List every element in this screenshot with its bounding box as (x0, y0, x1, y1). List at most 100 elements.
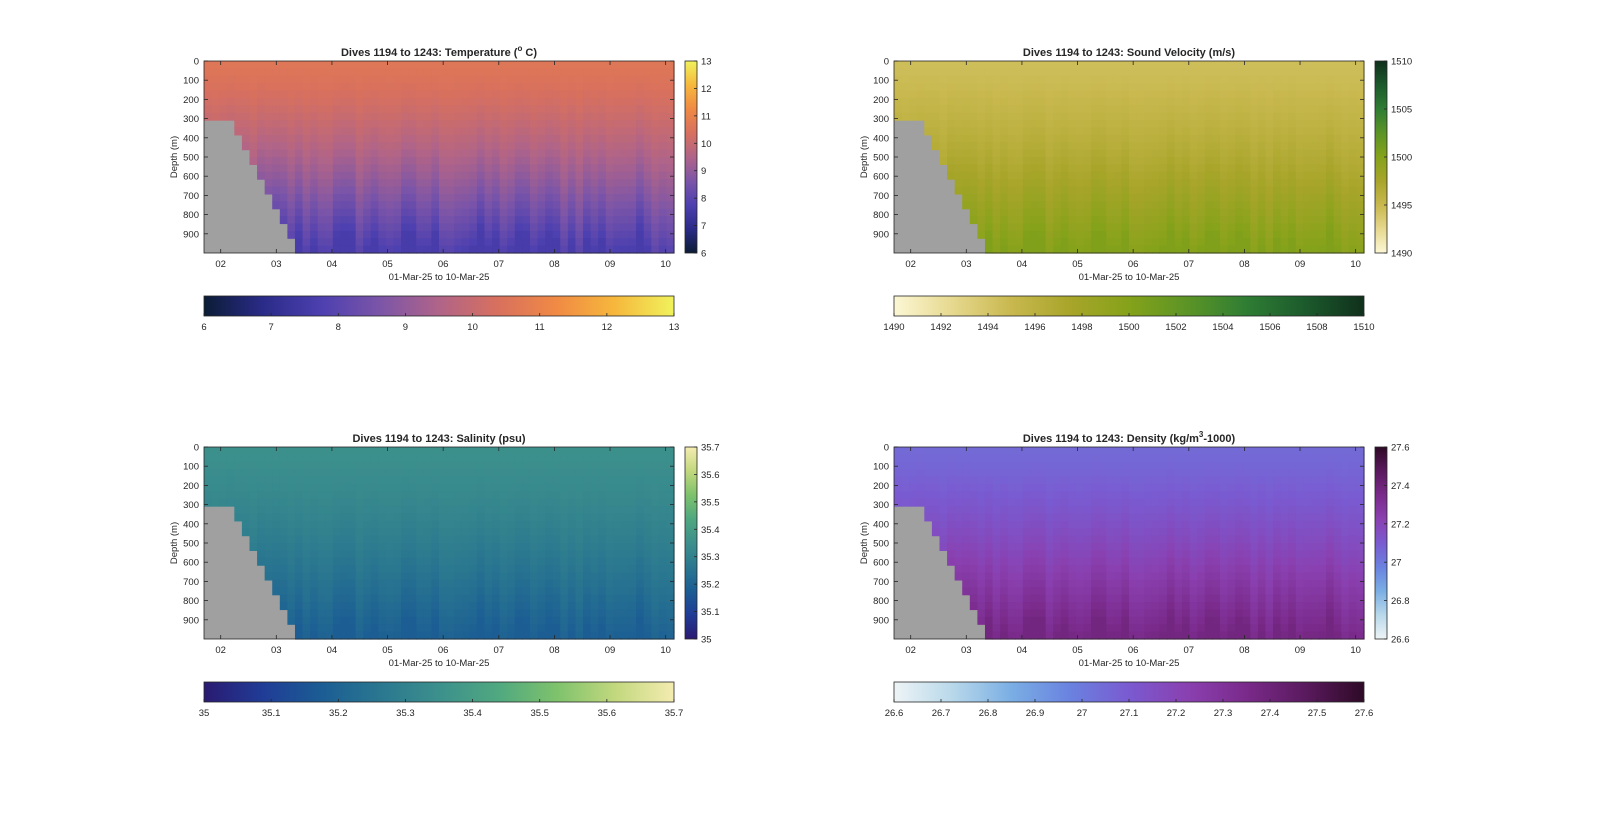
heatmap-cell (423, 120, 433, 129)
heatmap-cell (325, 550, 334, 559)
colorbar-tick-label: 6 (701, 249, 706, 260)
heatmap-cell (385, 230, 395, 239)
heatmap-cell (992, 216, 1001, 225)
heatmap-cell (264, 550, 273, 559)
heatmap-cell (272, 193, 281, 202)
heatmap-cell (1310, 142, 1320, 151)
heatmap-cell (1068, 193, 1077, 202)
heatmap-cell (272, 587, 281, 596)
heatmap-cell (1280, 97, 1289, 106)
heatmap-cell (894, 483, 903, 492)
heatmap-cell (583, 201, 592, 210)
heatmap-cell (1053, 216, 1062, 225)
heatmap-cell (302, 90, 311, 99)
heatmap-cell (423, 230, 433, 239)
heatmap-cell (348, 631, 357, 640)
heatmap-cell (492, 550, 501, 559)
heatmap-cell (423, 483, 433, 492)
heatmap-cell (340, 90, 349, 99)
heatmap-cell (1151, 216, 1160, 225)
heatmap-cell (317, 171, 326, 180)
heatmap-cell (348, 506, 357, 515)
heatmap-cell (340, 616, 349, 625)
heatmap-cell (969, 120, 978, 129)
heatmap-cell (643, 97, 652, 106)
heatmap-cell (643, 61, 652, 69)
heatmap-cell (317, 543, 326, 551)
heatmap-cell (636, 216, 645, 225)
heatmap-cell (370, 179, 379, 188)
heatmap-cell (1265, 105, 1274, 114)
heatmap-cell (378, 476, 387, 485)
heatmap-cell (416, 520, 425, 529)
heatmap-cell (1000, 631, 1009, 640)
heatmap-cell (416, 535, 425, 544)
heatmap-cell (507, 557, 516, 566)
heatmap-cell (984, 193, 994, 202)
heatmap-cell (416, 454, 425, 463)
heatmap-cell (431, 447, 440, 455)
heatmap-cell (529, 61, 539, 69)
heatmap-cell (401, 164, 410, 173)
heatmap-cell (340, 587, 349, 596)
heatmap-cell (423, 616, 433, 625)
heatmap-cell (522, 557, 531, 566)
heatmap-cell (332, 454, 342, 463)
heatmap-cell (658, 149, 668, 158)
heatmap-cell (522, 208, 531, 217)
heatmap-cell (469, 587, 478, 596)
heatmap-cell (302, 127, 311, 136)
heatmap-cell (340, 565, 349, 574)
heatmap-cell (310, 483, 319, 492)
heatmap-cell (1053, 75, 1062, 84)
heatmap-cell (1250, 223, 1259, 232)
heatmap-cell (1121, 171, 1130, 180)
heatmap-cell (1007, 572, 1016, 581)
heatmap-cell (461, 105, 470, 114)
heatmap-cell (294, 520, 304, 529)
heatmap-cell (658, 616, 668, 625)
heatmap-cell (1098, 83, 1107, 92)
heatmap-cell (439, 223, 448, 232)
heatmap-cell (416, 631, 425, 640)
heatmap-cell (537, 624, 546, 633)
heatmap-cell (1295, 179, 1304, 188)
heatmap-cell (1219, 90, 1229, 99)
heatmap-cell (1204, 112, 1213, 121)
heatmap-cell (1113, 193, 1123, 202)
heatmap-cell (1356, 149, 1365, 158)
heatmap-cell (325, 171, 334, 180)
heatmap-cell (613, 223, 622, 232)
y-tick-label: 0 (884, 57, 889, 68)
heatmap-cell (590, 142, 599, 151)
heatmap-cell (1303, 238, 1312, 247)
heatmap-cell (1318, 245, 1327, 254)
heatmap-cell (924, 68, 933, 77)
heatmap-cell (931, 83, 941, 92)
heatmap-cell (969, 171, 978, 180)
colorbar-tick-label: 10 (701, 139, 712, 150)
heatmap-cell (1015, 550, 1024, 559)
heatmap-cell (605, 164, 614, 173)
heatmap-cell (355, 594, 364, 603)
heatmap-cell (992, 157, 1001, 165)
heatmap-cell (1174, 245, 1183, 254)
heatmap-cell (1075, 97, 1085, 106)
heatmap-cell (1333, 193, 1342, 202)
heatmap-cell (401, 127, 410, 136)
chart-panel-1: Dives 1194 to 1243: Temperature (o C)010… (169, 44, 712, 333)
heatmap-cell (529, 594, 539, 603)
heatmap-cell (931, 447, 941, 455)
heatmap-cell (590, 550, 599, 559)
heatmap-cell (666, 624, 675, 633)
heatmap-cell (340, 186, 349, 195)
heatmap-cell (461, 587, 470, 596)
heatmap-cell (370, 550, 379, 559)
heatmap-cell (393, 142, 402, 151)
heatmap-cell (1212, 75, 1221, 84)
heatmap-cell (658, 535, 668, 544)
heatmap-cell (348, 97, 357, 106)
heatmap-cell (492, 498, 501, 507)
heatmap-cell (1280, 75, 1289, 84)
heatmap-cell (613, 75, 622, 84)
